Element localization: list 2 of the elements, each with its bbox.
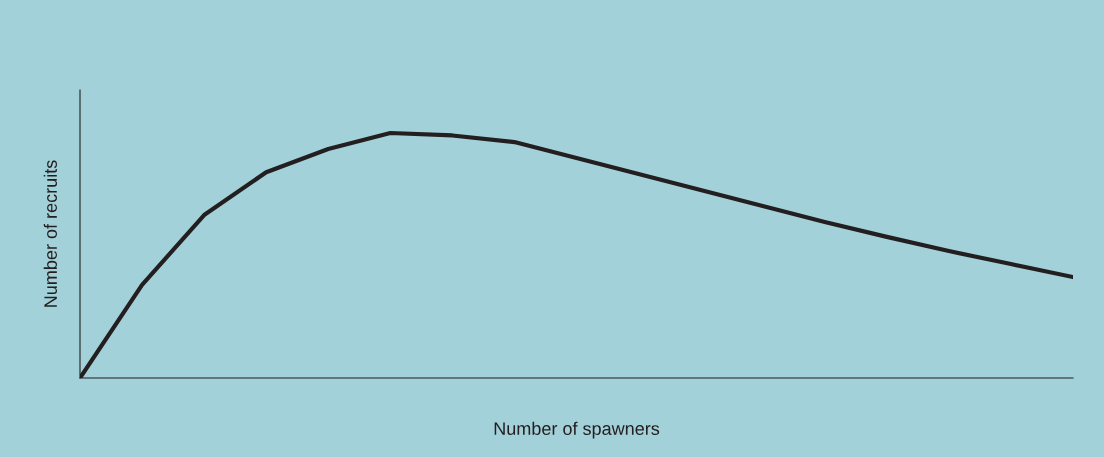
y-axis-title: Number of recruits: [43, 160, 57, 307]
x-axis-title: Number of spawners: [494, 421, 660, 439]
